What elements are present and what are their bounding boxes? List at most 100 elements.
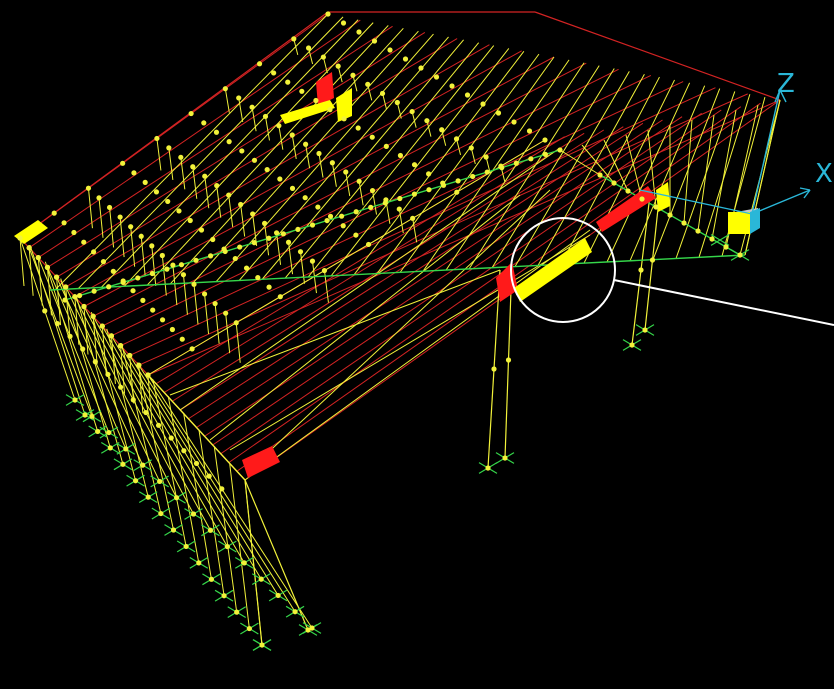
node: [271, 70, 276, 75]
node: [387, 47, 392, 52]
node: [328, 214, 333, 219]
web-member: [110, 207, 114, 247]
node: [143, 180, 148, 185]
column: [102, 326, 227, 546]
node: [140, 298, 145, 303]
node: [67, 334, 72, 339]
roof-chord: [229, 107, 741, 463]
node: [77, 293, 82, 298]
node: [208, 253, 213, 258]
node: [107, 205, 112, 210]
web-member: [88, 188, 92, 228]
web-member: [217, 186, 221, 218]
node: [412, 192, 417, 197]
node: [514, 161, 519, 166]
node: [629, 342, 634, 347]
node: [667, 212, 672, 217]
axis-label-z: Z: [777, 69, 795, 99]
node: [72, 294, 77, 299]
node: [330, 160, 335, 165]
node: [276, 593, 281, 598]
web-member: [653, 89, 720, 260]
node: [63, 284, 68, 289]
node: [118, 343, 123, 348]
node: [150, 307, 155, 312]
roof-chord: [148, 100, 780, 375]
node: [266, 285, 271, 290]
node: [310, 259, 315, 264]
node: [17, 235, 22, 240]
roof-chord: [47, 32, 424, 267]
node: [223, 311, 228, 316]
node: [145, 372, 150, 377]
node: [653, 204, 658, 209]
node: [341, 116, 346, 121]
web-member: [684, 120, 692, 223]
web-member: [230, 235, 590, 450]
node: [315, 204, 320, 209]
node: [403, 56, 408, 61]
node: [118, 214, 123, 219]
node: [298, 249, 303, 254]
node: [290, 132, 295, 137]
node: [292, 609, 297, 614]
node: [55, 321, 60, 326]
column: [199, 430, 224, 596]
node: [121, 280, 126, 285]
node: [511, 119, 516, 124]
node: [395, 100, 400, 105]
roof-chord: [20, 12, 328, 238]
node: [449, 83, 454, 88]
node: [527, 128, 532, 133]
node: [101, 259, 106, 264]
node: [170, 263, 175, 268]
node: [313, 98, 318, 103]
node: [639, 196, 644, 201]
column: [245, 480, 308, 630]
node: [234, 320, 239, 325]
node: [146, 495, 151, 500]
node: [265, 167, 270, 172]
axis-label-x: X: [815, 159, 833, 189]
node: [27, 245, 32, 250]
node: [322, 268, 327, 273]
web-member: [225, 89, 229, 113]
node: [208, 528, 213, 533]
node: [140, 463, 145, 468]
node: [170, 327, 175, 332]
node: [123, 446, 128, 451]
node: [238, 202, 243, 207]
node: [380, 91, 385, 96]
node: [174, 495, 179, 500]
node: [80, 346, 85, 351]
node: [108, 445, 113, 450]
node: [71, 230, 76, 235]
node: [681, 220, 686, 225]
node: [316, 151, 321, 156]
roof-chord: [221, 110, 722, 454]
node: [201, 120, 206, 125]
node: [250, 211, 255, 216]
node: [106, 284, 111, 289]
node: [249, 105, 254, 110]
node: [109, 333, 114, 338]
node: [286, 240, 291, 245]
web-member: [78, 17, 343, 289]
node: [210, 237, 215, 242]
node: [370, 188, 375, 193]
node: [82, 412, 87, 417]
node: [356, 29, 361, 34]
node: [410, 109, 415, 114]
column: [30, 245, 85, 415]
node: [190, 164, 195, 169]
node: [528, 156, 533, 161]
node: [356, 125, 361, 130]
node: [120, 462, 125, 467]
node: [92, 289, 97, 294]
node: [426, 187, 431, 192]
node: [181, 448, 186, 453]
node: [62, 297, 67, 302]
node: [483, 154, 488, 159]
node: [209, 577, 214, 582]
